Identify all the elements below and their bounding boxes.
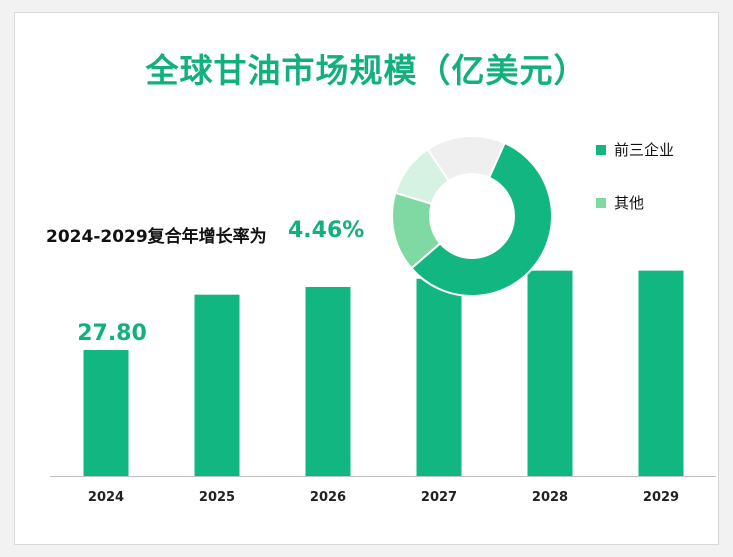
- bar-2028: [527, 270, 573, 476]
- legend-item-others: 其他: [596, 192, 644, 213]
- x-tick-label-2027: 2027: [421, 490, 457, 505]
- cagr-label: 2024-2029复合年增长率为: [46, 227, 267, 247]
- x-tick-label-2029: 2029: [643, 490, 679, 505]
- bar-2029: [638, 270, 684, 476]
- legend-label-others: 其他: [614, 194, 645, 212]
- bar-2024: [83, 349, 129, 476]
- data-label-2024: 27.80: [77, 321, 147, 346]
- x-tick-label-2025: 2025: [199, 490, 235, 505]
- bar-2027: [416, 278, 462, 476]
- donut-slice-4: [426, 135, 506, 183]
- legend-item-top-three: 前三企业: [596, 139, 674, 160]
- x-tick-label-2024: 2024: [88, 490, 124, 505]
- x-tick-label-2028: 2028: [532, 490, 568, 505]
- donut-slice-1: [409, 141, 553, 297]
- legend-swatch-top-three: [596, 144, 606, 155]
- chart-title: 全球甘油市场规模（亿美元）: [145, 51, 588, 90]
- bar-2026: [305, 286, 351, 476]
- chart-card: [14, 12, 719, 545]
- legend-swatch-others: [596, 197, 606, 208]
- cagr-value: 4.46%: [288, 218, 365, 243]
- bar-2025: [194, 294, 240, 476]
- x-tick-label-2026: 2026: [310, 490, 346, 505]
- legend-label-top-three: 前三企业: [614, 141, 675, 159]
